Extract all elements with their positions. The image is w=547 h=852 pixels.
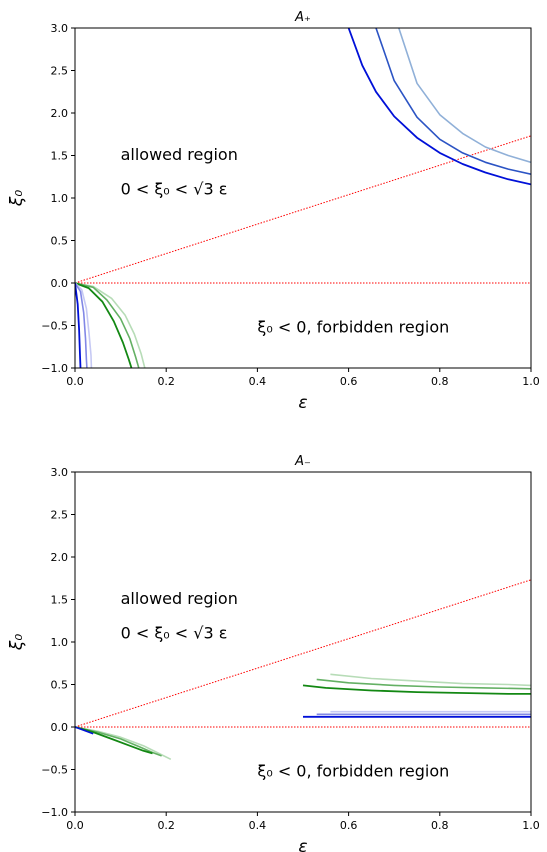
series-line-8 [75,282,82,368]
x-tick-label: 1.0 [522,375,540,388]
y-axis-label: ξ₀ [7,190,27,207]
y-tick-label: 2.5 [51,65,69,78]
panel-title: A₊ [294,10,311,25]
y-axis-label: ξ₀ [7,634,27,651]
y-tick-label: 1.5 [51,150,69,163]
series-line-1 [375,28,531,175]
x-tick-label: 0.2 [157,375,175,388]
panel-a-minus: 0.0 0.2 0.4 0.6 0.8 1.0 −1.0 −0.5 0.0 0.5 1.0 1.5 2.… [7,454,540,852]
y-tick-label: −1.0 [41,362,68,375]
y-tick-label: 0.0 [51,277,69,290]
allowed-region-condition: 0 < ξ₀ < √3 ε [121,180,228,199]
series-line-2 [302,684,531,695]
y-tick-label: 3.0 [51,22,69,35]
x-axis-label: ε [298,837,307,852]
x-tick-label: 0.6 [340,819,358,832]
allowed-region-label: allowed region [121,145,238,164]
x-tick-label: 0.8 [431,375,449,388]
series-line-3 [75,282,146,368]
series-line-1 [316,678,531,690]
x-tick-label: 0.4 [249,375,267,388]
series-line-5 [75,282,133,368]
y-tick-label: 1.5 [51,594,69,607]
x-tick-label: 0.6 [340,375,358,388]
y-tick-label: 1.0 [51,636,69,649]
x-tick-label: 0.2 [157,819,175,832]
plot-area [75,579,531,761]
y-tick-label: 0.5 [51,235,69,248]
panel-title: A₋ [294,454,311,469]
series-line-9 [75,726,94,735]
series-line-2 [347,28,531,186]
series-line-7 [75,282,88,368]
y-tick-label: −0.5 [41,320,68,333]
forbidden-region-label: ξ₀ < 0, forbidden region [257,317,449,336]
x-axis-label: ε [298,393,307,413]
y-tick-label: 3.0 [51,466,69,479]
x-tick-label: 0.8 [431,819,449,832]
series-line-8 [75,726,153,755]
plot-area [75,28,531,368]
y-tick-label: 0.5 [51,679,69,692]
x-tick-label: 1.0 [522,819,540,832]
y-tick-label: 2.5 [51,509,69,522]
y-tick-label: −0.5 [41,764,68,777]
y-tick-label: 2.0 [51,107,69,120]
y-tick-label: −1.0 [41,806,68,819]
allowed-region-label: allowed region [121,589,238,608]
series-line-0 [398,28,531,164]
y-tick-label: 0.0 [51,721,69,734]
allowed-region-condition: 0 < ξ₀ < √3 ε [121,624,228,643]
series-line-0 [330,673,531,687]
panel-a-plus: 0.0 0.2 0.4 0.6 0.8 1.0 −1.0 −0.5 0.0 0.5 1.0 1.5 2.… [7,10,540,413]
forbidden-region-label: ξ₀ < 0, forbidden region [257,761,449,780]
series-line-7 [75,726,162,757]
x-tick-label: 0.0 [66,819,84,832]
y-tick-label: 2.0 [51,551,69,564]
series-line-4 [75,282,140,368]
y-tick-label: 1.0 [51,192,69,205]
x-tick-label: 0.0 [66,375,84,388]
x-tick-label: 0.4 [249,819,267,832]
series-line-6 [75,282,93,368]
reference-line-0 [75,579,531,728]
